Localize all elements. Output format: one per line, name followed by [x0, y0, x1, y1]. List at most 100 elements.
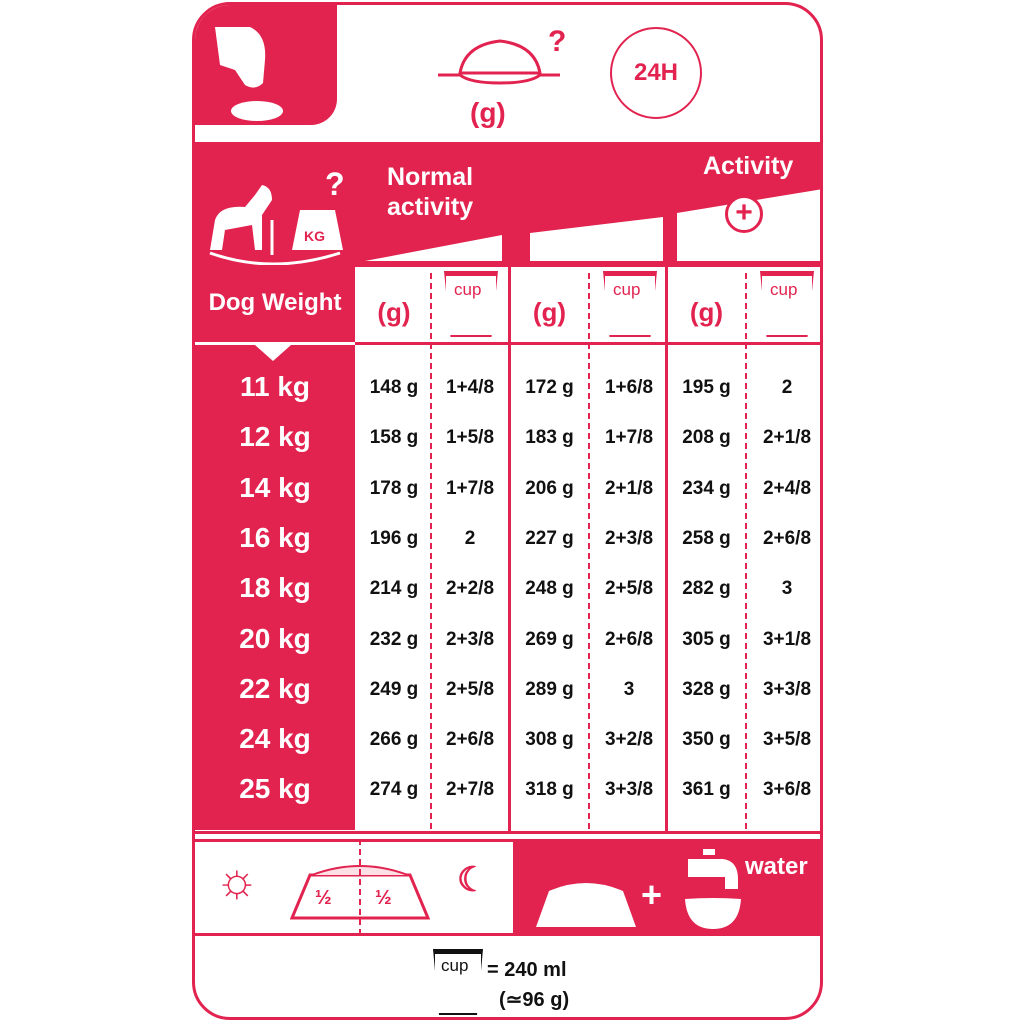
column-divider [430, 273, 432, 829]
tap-water-icon [685, 849, 741, 929]
weight-cell: 12 kg [239, 421, 311, 453]
plus-icon: + [725, 195, 763, 233]
normal-activity-label: Normal activity [387, 163, 474, 221]
water-panel: + water [513, 839, 820, 935]
cups-cell: 3+2/8 [604, 729, 654, 751]
grams-cell: 248 g [525, 578, 574, 600]
grams-cell: 206 g [525, 477, 574, 499]
column-divider [745, 273, 747, 829]
cups-cell: 1+7/8 [604, 427, 654, 449]
cups-cell: 2+5/8 [445, 678, 495, 700]
grams-cell: 214 g [369, 578, 419, 600]
grams-cell: 305 g [682, 628, 731, 650]
grams-cell: 282 g [682, 578, 731, 600]
grams-cell: 274 g [369, 779, 419, 801]
cups-cell: 3+3/8 [762, 678, 812, 700]
grams-cell: 195 g [682, 377, 731, 398]
cups-cell: 2 [464, 527, 476, 549]
grams-cell: 258 g [682, 527, 731, 549]
cup-icon: cup [760, 271, 814, 337]
cup-icon: cup [603, 271, 657, 337]
grams-cell: 234 g [682, 477, 731, 499]
cup-label: cup [454, 280, 482, 299]
moon-icon: ☾ [457, 861, 488, 899]
half-right-label: ½ [375, 887, 392, 909]
clock-label: 24H [633, 59, 679, 86]
cups-cell: 2+3/8 [445, 628, 495, 650]
divider [359, 839, 361, 935]
cups-cell: 2+5/8 [604, 578, 654, 600]
grams-cell: 158 g [369, 427, 419, 449]
grams-cell: 350 g [682, 729, 731, 751]
grams-label: (g) [470, 97, 506, 128]
grams-cell: 183 g [525, 427, 574, 449]
grams-cell: 318 g [525, 779, 574, 801]
grams-header: (g) [689, 297, 724, 327]
grams-cell: 148 g [369, 377, 419, 398]
svg-text:KG: KG [304, 228, 325, 244]
sun-icon: ☼ [215, 854, 259, 907]
cup-grams-label: (≃96 g) [499, 989, 570, 1011]
divider [195, 839, 820, 842]
divider [195, 933, 820, 936]
weight-cell: 18 kg [239, 572, 311, 604]
svg-text:?: ? [325, 166, 345, 202]
weight-cell: 14 kg [239, 471, 311, 503]
grams-cell: 249 g [369, 678, 419, 700]
cups-cell: 3 [623, 678, 635, 700]
cups-cell: 1+4/8 [445, 377, 495, 398]
dog-eating-icon [195, 5, 337, 125]
water-label: water [745, 853, 808, 880]
column-divider [508, 267, 511, 831]
cup-icon: cup [433, 949, 483, 1015]
weight-cell: 24 kg [239, 723, 311, 755]
cups-cell: 2+3/8 [604, 527, 654, 549]
cup-ml-label: = 240 ml [487, 959, 567, 981]
cup-icon: cup [444, 271, 498, 337]
grams-cell: 232 g [369, 628, 419, 650]
cup-label: cup [613, 280, 641, 299]
cups-cell: 2+1/8 [762, 427, 812, 449]
grams-cell: 208 g [682, 427, 731, 449]
activity-plus-label: Activity [703, 152, 794, 180]
divider [195, 342, 355, 345]
grams-cell: 269 g [525, 628, 574, 650]
feeding-chart: ? (g) 24H Normal activity Activity + KG … [192, 2, 823, 1020]
cups-cell: 3+5/8 [762, 729, 812, 751]
grams-cell: 196 g [369, 527, 419, 549]
cups-cell: 2+6/8 [762, 527, 812, 549]
cups-cell: 3+1/8 [762, 628, 812, 650]
food-bowl-icon: ? [438, 25, 566, 85]
cups-cell: 2+6/8 [604, 628, 654, 650]
cups-cell: 2+7/8 [445, 779, 495, 801]
plus-icon: + [641, 874, 663, 915]
dog-weight-label: Dog Weight [208, 289, 342, 316]
cup-label: cup [441, 956, 469, 975]
cups-cell: 2+1/8 [604, 477, 654, 499]
weight-cell: 16 kg [239, 521, 311, 553]
grams-cell: 172 g [525, 377, 574, 398]
grams-header: (g) [532, 297, 567, 327]
divider [355, 342, 820, 345]
cups-cell: 1+5/8 [445, 427, 495, 449]
divider [195, 831, 820, 834]
half-left-label: ½ [315, 887, 332, 909]
dog-weight-icon: KG ? [209, 166, 345, 265]
grams-cell: 308 g [525, 729, 574, 751]
grams-cell: 361 g [682, 779, 731, 801]
bowl-icon [536, 883, 636, 927]
clock-24h-icon: 24H [610, 27, 702, 119]
column-divider [665, 267, 668, 831]
cups-cell: 2+4/8 [762, 477, 812, 499]
cups-cell: 3+6/8 [762, 779, 812, 801]
grams-header: (g) [377, 297, 411, 327]
cups-cell: 3 [781, 578, 793, 600]
pointer-triangle [255, 345, 291, 361]
cups-cell: 2+6/8 [445, 729, 495, 751]
grams-cell: 178 g [369, 477, 419, 499]
weight-cell: 20 kg [239, 622, 311, 654]
cups-cell: 1+7/8 [445, 477, 495, 499]
svg-text:?: ? [548, 25, 566, 58]
cups-cell: 2+2/8 [445, 578, 495, 600]
weight-cell: 22 kg [239, 672, 311, 704]
